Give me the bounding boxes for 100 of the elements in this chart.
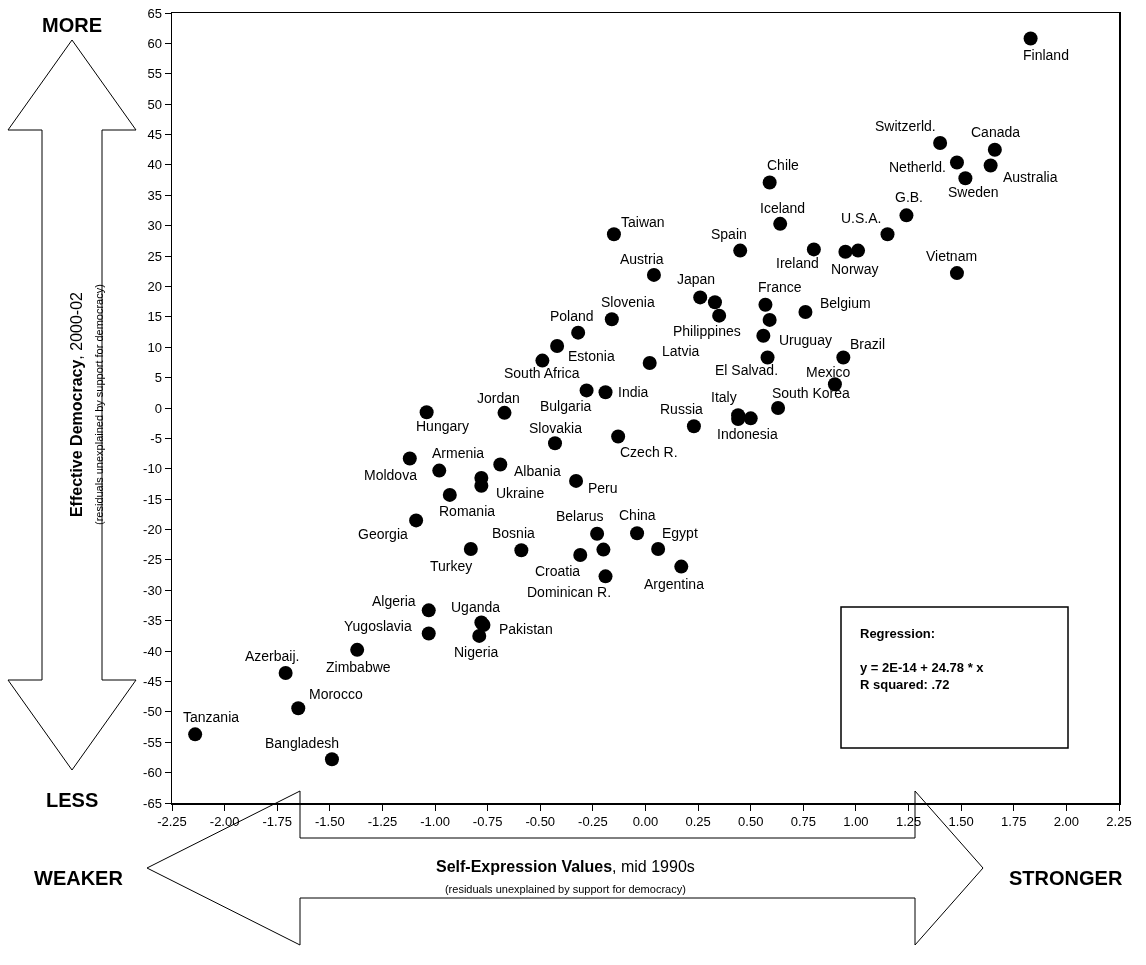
y-tick-label: 35 bbox=[147, 187, 162, 203]
annotation: South Africa bbox=[504, 365, 580, 381]
y-tick-label: 45 bbox=[147, 127, 162, 143]
annotation: Argentina bbox=[644, 576, 705, 592]
annotation: Bulgaria bbox=[540, 398, 592, 414]
annotation: Azerbaij. bbox=[245, 648, 300, 664]
annotation: Nigeria bbox=[454, 644, 499, 660]
annotation: Ukraine bbox=[496, 485, 545, 501]
annotation: Zimbabwe bbox=[326, 659, 391, 675]
x-axis-title: Self-Expression Values, mid 1990s (residuals unexplained by support for democracy) bbox=[436, 858, 695, 895]
y-tick-label: -20 bbox=[143, 522, 162, 538]
y-tick-label: 40 bbox=[147, 157, 162, 173]
annotation: Austria bbox=[620, 251, 664, 267]
annotation: Uganda bbox=[451, 599, 501, 615]
annotation: Tanzania bbox=[183, 709, 240, 725]
annotation: Peru bbox=[588, 480, 618, 496]
y-tick-label: -30 bbox=[143, 582, 162, 598]
y-tick-label: 15 bbox=[147, 309, 162, 325]
text: WEAKER bbox=[34, 867, 124, 889]
annotation: Romania bbox=[439, 503, 496, 519]
x-tick-label: -1.50 bbox=[315, 814, 345, 830]
annotation: R squared: .72 bbox=[860, 676, 950, 692]
annotation: Estonia bbox=[568, 348, 615, 364]
annotation: Bangladesh bbox=[265, 735, 339, 751]
annotation: Italy bbox=[711, 389, 737, 405]
text: STRONGER bbox=[1009, 867, 1123, 889]
annotation: Latvia bbox=[662, 343, 700, 359]
x-tick-label: 0.25 bbox=[685, 814, 711, 830]
annotation: Uruguay bbox=[779, 332, 832, 348]
y-tick-label: 20 bbox=[147, 279, 162, 295]
annotation: Sweden bbox=[948, 184, 999, 200]
annotation: Poland bbox=[550, 308, 594, 324]
x-tick-label: 0.00 bbox=[632, 814, 659, 830]
y-tick-label: -50 bbox=[143, 704, 162, 720]
y-tick-label: -45 bbox=[143, 674, 162, 690]
y-tick-label: -65 bbox=[143, 795, 162, 811]
x-tick-label: -0.75 bbox=[472, 814, 503, 830]
annotation: France bbox=[758, 279, 802, 295]
y-tick-label: 10 bbox=[147, 339, 162, 355]
annotation: Japan bbox=[677, 271, 716, 287]
y-tick-label: -15 bbox=[143, 491, 162, 507]
annotation: China bbox=[619, 507, 656, 523]
y-tick-label: 55 bbox=[147, 66, 162, 82]
annotation: Mexico bbox=[806, 364, 851, 380]
y-tick-label: 0 bbox=[154, 400, 162, 416]
y-tick-label: 30 bbox=[147, 218, 162, 234]
annotation: Brazil bbox=[850, 336, 886, 352]
annotation: Egypt bbox=[662, 525, 698, 541]
annotation: Algeria bbox=[372, 593, 416, 609]
annotation: G.B. bbox=[895, 189, 924, 205]
text: LESS bbox=[46, 789, 99, 811]
annotation: Canada bbox=[971, 124, 1021, 140]
annotation: Dominican R. bbox=[527, 584, 612, 600]
x-tick-label: 1.00 bbox=[843, 814, 869, 830]
text: MORE bbox=[42, 14, 102, 36]
annotation: South Korea bbox=[772, 385, 851, 401]
annotation: Philippines bbox=[673, 323, 741, 339]
annotation: Albania bbox=[514, 463, 561, 479]
x-tick-label: 1.50 bbox=[948, 814, 974, 830]
annotation: Russia bbox=[660, 401, 704, 417]
annotation: Indonesia bbox=[717, 426, 778, 442]
annotation: Hungary bbox=[416, 418, 469, 434]
y-tick-label: -55 bbox=[143, 734, 162, 750]
y-tick-label: 50 bbox=[147, 96, 162, 112]
annotation: Croatia bbox=[535, 563, 581, 579]
annotation: Bosnia bbox=[492, 525, 536, 541]
x-tick-label: -2.25 bbox=[157, 814, 187, 830]
annotation: Iceland bbox=[760, 200, 806, 216]
annotation: Netherld. bbox=[889, 159, 946, 175]
annotation: Australia bbox=[1003, 169, 1058, 185]
y-tick-label: 65 bbox=[147, 5, 162, 21]
x-tick-label: -0.25 bbox=[578, 814, 608, 830]
x-tick-label: 2.00 bbox=[1053, 814, 1080, 830]
x-tick-label: -1.00 bbox=[420, 814, 450, 830]
annotation: Slovenia bbox=[601, 294, 655, 310]
x-tick-label: -0.50 bbox=[525, 814, 556, 830]
y-tick-label: 60 bbox=[147, 35, 162, 51]
annotation: Armenia bbox=[432, 445, 485, 461]
annotation: Belgium bbox=[820, 295, 871, 311]
x-tick-label: 1.25 bbox=[895, 814, 922, 830]
y-tick-label: -60 bbox=[143, 765, 162, 781]
y-tick-label: -5 bbox=[150, 430, 162, 446]
annotation: Czech R. bbox=[620, 444, 678, 460]
annotation: Finland bbox=[1023, 47, 1069, 63]
annotation: Regression: bbox=[860, 626, 936, 641]
y-tick-label: 5 bbox=[154, 370, 162, 386]
y-tick-label: -10 bbox=[143, 461, 162, 477]
annotation: Vietnam bbox=[926, 248, 978, 264]
annotation: Taiwan bbox=[621, 214, 665, 230]
x-tick-label: 0.50 bbox=[738, 814, 764, 830]
x-tick-label: -1.75 bbox=[262, 814, 293, 830]
annotation: Yugoslavia bbox=[344, 618, 412, 634]
annotation: Slovakia bbox=[529, 420, 583, 436]
x-tick-label: 2.25 bbox=[1106, 814, 1132, 830]
x-tick-label: -1.25 bbox=[367, 814, 398, 830]
annotation: Belarus bbox=[556, 508, 604, 524]
annotation: Pakistan bbox=[499, 621, 553, 637]
annotation: Spain bbox=[711, 226, 747, 242]
annotation: India bbox=[618, 384, 649, 400]
annotation: U.S.A. bbox=[841, 210, 882, 226]
